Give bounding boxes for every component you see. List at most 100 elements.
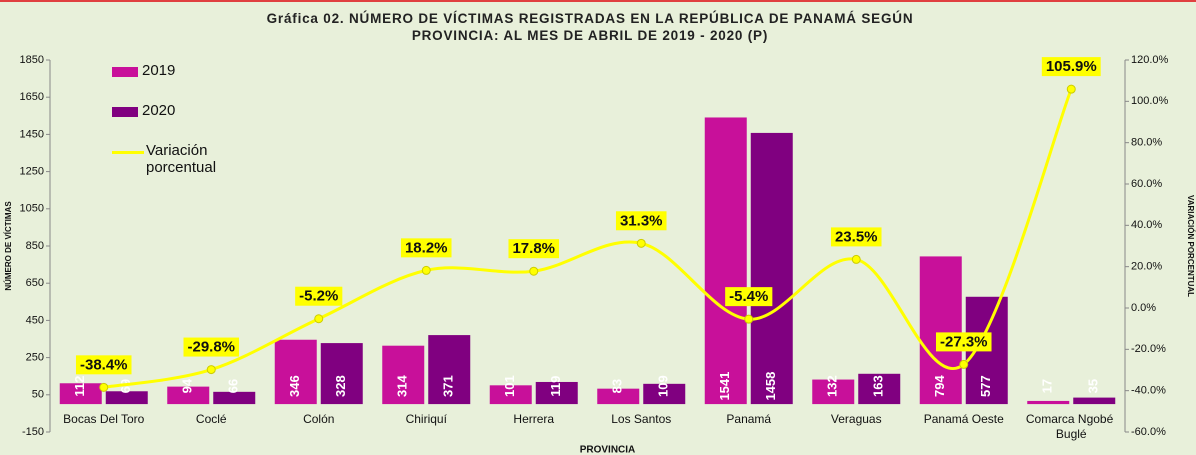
data-label-text: -5.2% <box>299 288 338 305</box>
data-label-text: -5.4% <box>729 288 768 305</box>
data-label-box <box>935 332 992 352</box>
bar-value-label: 101 <box>502 375 517 397</box>
x-axis-label: PROVINCIA <box>580 445 636 455</box>
data-label-text: 105.9% <box>1046 58 1097 75</box>
data-label-text: -27.3% <box>940 333 988 350</box>
x-tick-label: Panamá <box>726 412 771 426</box>
line-point <box>314 314 324 324</box>
data-label-box <box>615 211 667 231</box>
bar <box>812 379 855 405</box>
data-label-box <box>508 239 560 259</box>
bar <box>597 388 640 405</box>
data-label-text: 18.2% <box>405 239 448 256</box>
bar <box>274 339 317 405</box>
legend-label: 2019 <box>142 62 176 79</box>
bar <box>704 117 747 405</box>
data-label-text: -29.8% <box>187 339 235 356</box>
data-label: 18.2% <box>400 238 452 258</box>
data-label: 31.3% <box>615 211 667 231</box>
bar-value-label: 132 <box>825 375 840 397</box>
line-point <box>99 382 109 392</box>
bar <box>535 381 578 405</box>
bar <box>167 386 210 405</box>
bar-value-label: 112 <box>72 376 87 397</box>
y2-tick-label: 0.0% <box>1131 302 1156 314</box>
line-point <box>744 314 754 324</box>
data-label-box <box>295 286 343 306</box>
data-label: -5.4% <box>725 287 773 307</box>
y2-tick-label: 100.0% <box>1131 95 1169 107</box>
data-label: -5.2% <box>295 286 343 306</box>
bar <box>320 343 363 405</box>
bar-value-label: 577 <box>978 375 993 397</box>
legend-item: 2019 <box>112 62 175 79</box>
bar-value-label: 163 <box>871 375 886 397</box>
legend-item: Variación porcentual <box>112 142 256 176</box>
data-label-box <box>725 287 773 307</box>
x-tick-label: Coclé <box>196 412 227 426</box>
legend-item: 2020 <box>112 102 175 119</box>
y-tick-label: 1850 <box>20 54 44 66</box>
bar <box>1073 397 1116 405</box>
line-point <box>959 359 969 369</box>
data-label: 105.9% <box>1041 57 1101 77</box>
bar <box>858 373 901 405</box>
line-point <box>206 365 216 375</box>
line-point <box>636 238 646 248</box>
y-tick-label: 1250 <box>20 166 44 178</box>
y-tick-label: 850 <box>26 240 44 252</box>
bar <box>489 385 532 405</box>
x-tick-label: Panamá Oeste <box>924 412 1004 426</box>
y-tick-label: 250 <box>26 352 44 364</box>
bar <box>382 345 425 405</box>
y2-tick-label: 80.0% <box>1131 137 1162 149</box>
x-tick-label: Herrera <box>513 412 554 426</box>
bar <box>643 383 686 405</box>
bar <box>213 391 256 405</box>
bar-value-label: 794 <box>932 374 947 396</box>
bar-value-label: 66 <box>226 379 241 393</box>
x-tick-label: Comarca Ngobé Buglé <box>1026 412 1117 441</box>
y-tick-label: -150 <box>22 426 44 438</box>
x-tick-label: Los Santos <box>611 412 671 426</box>
legend-swatch <box>112 107 138 117</box>
bar <box>1027 400 1070 405</box>
y2-tick-label: -40.0% <box>1131 385 1166 397</box>
bar-value-label: 17 <box>1040 379 1055 393</box>
bar-value-label: 83 <box>610 379 625 393</box>
data-label-box <box>183 337 240 357</box>
y-tick-label: 1450 <box>20 128 44 140</box>
line-point <box>421 265 431 275</box>
line-point <box>851 254 861 264</box>
legend-swatch <box>112 67 138 77</box>
y2-tick-label: 60.0% <box>1131 178 1162 190</box>
y2-axis-label: VARIACIÓN PORCENTUAL <box>1186 195 1195 297</box>
bar-value-label: 109 <box>656 375 671 397</box>
bar-value-label: 1458 <box>763 372 778 401</box>
data-label: -29.8% <box>183 337 240 357</box>
x-tick-label: Colón <box>303 412 334 426</box>
line-point <box>529 266 539 276</box>
bar <box>750 132 793 405</box>
data-label-text: 23.5% <box>835 228 878 245</box>
data-label-box <box>400 238 452 258</box>
data-label: -27.3% <box>935 332 992 352</box>
y-tick-label: 650 <box>26 277 44 289</box>
data-label: 17.8% <box>508 239 560 259</box>
line-point <box>1066 84 1076 94</box>
legend-swatch <box>112 151 144 154</box>
bar-value-label: 35 <box>1086 379 1101 393</box>
bar-value-label: 1541 <box>717 372 732 401</box>
bar-value-label: 94 <box>180 378 195 393</box>
x-tick-label: Bocas Del Toro <box>63 412 144 426</box>
y-tick-label: 450 <box>26 314 44 326</box>
y2-tick-label: 20.0% <box>1131 261 1162 273</box>
bar <box>919 256 962 405</box>
y2-tick-label: 40.0% <box>1131 219 1162 231</box>
y-axis-label: NÚMERO DE VÍCTIMAS <box>4 201 13 291</box>
bar-value-label: 371 <box>441 375 456 397</box>
bar <box>59 383 102 405</box>
x-tick-label-line: Buglé <box>1056 427 1087 441</box>
